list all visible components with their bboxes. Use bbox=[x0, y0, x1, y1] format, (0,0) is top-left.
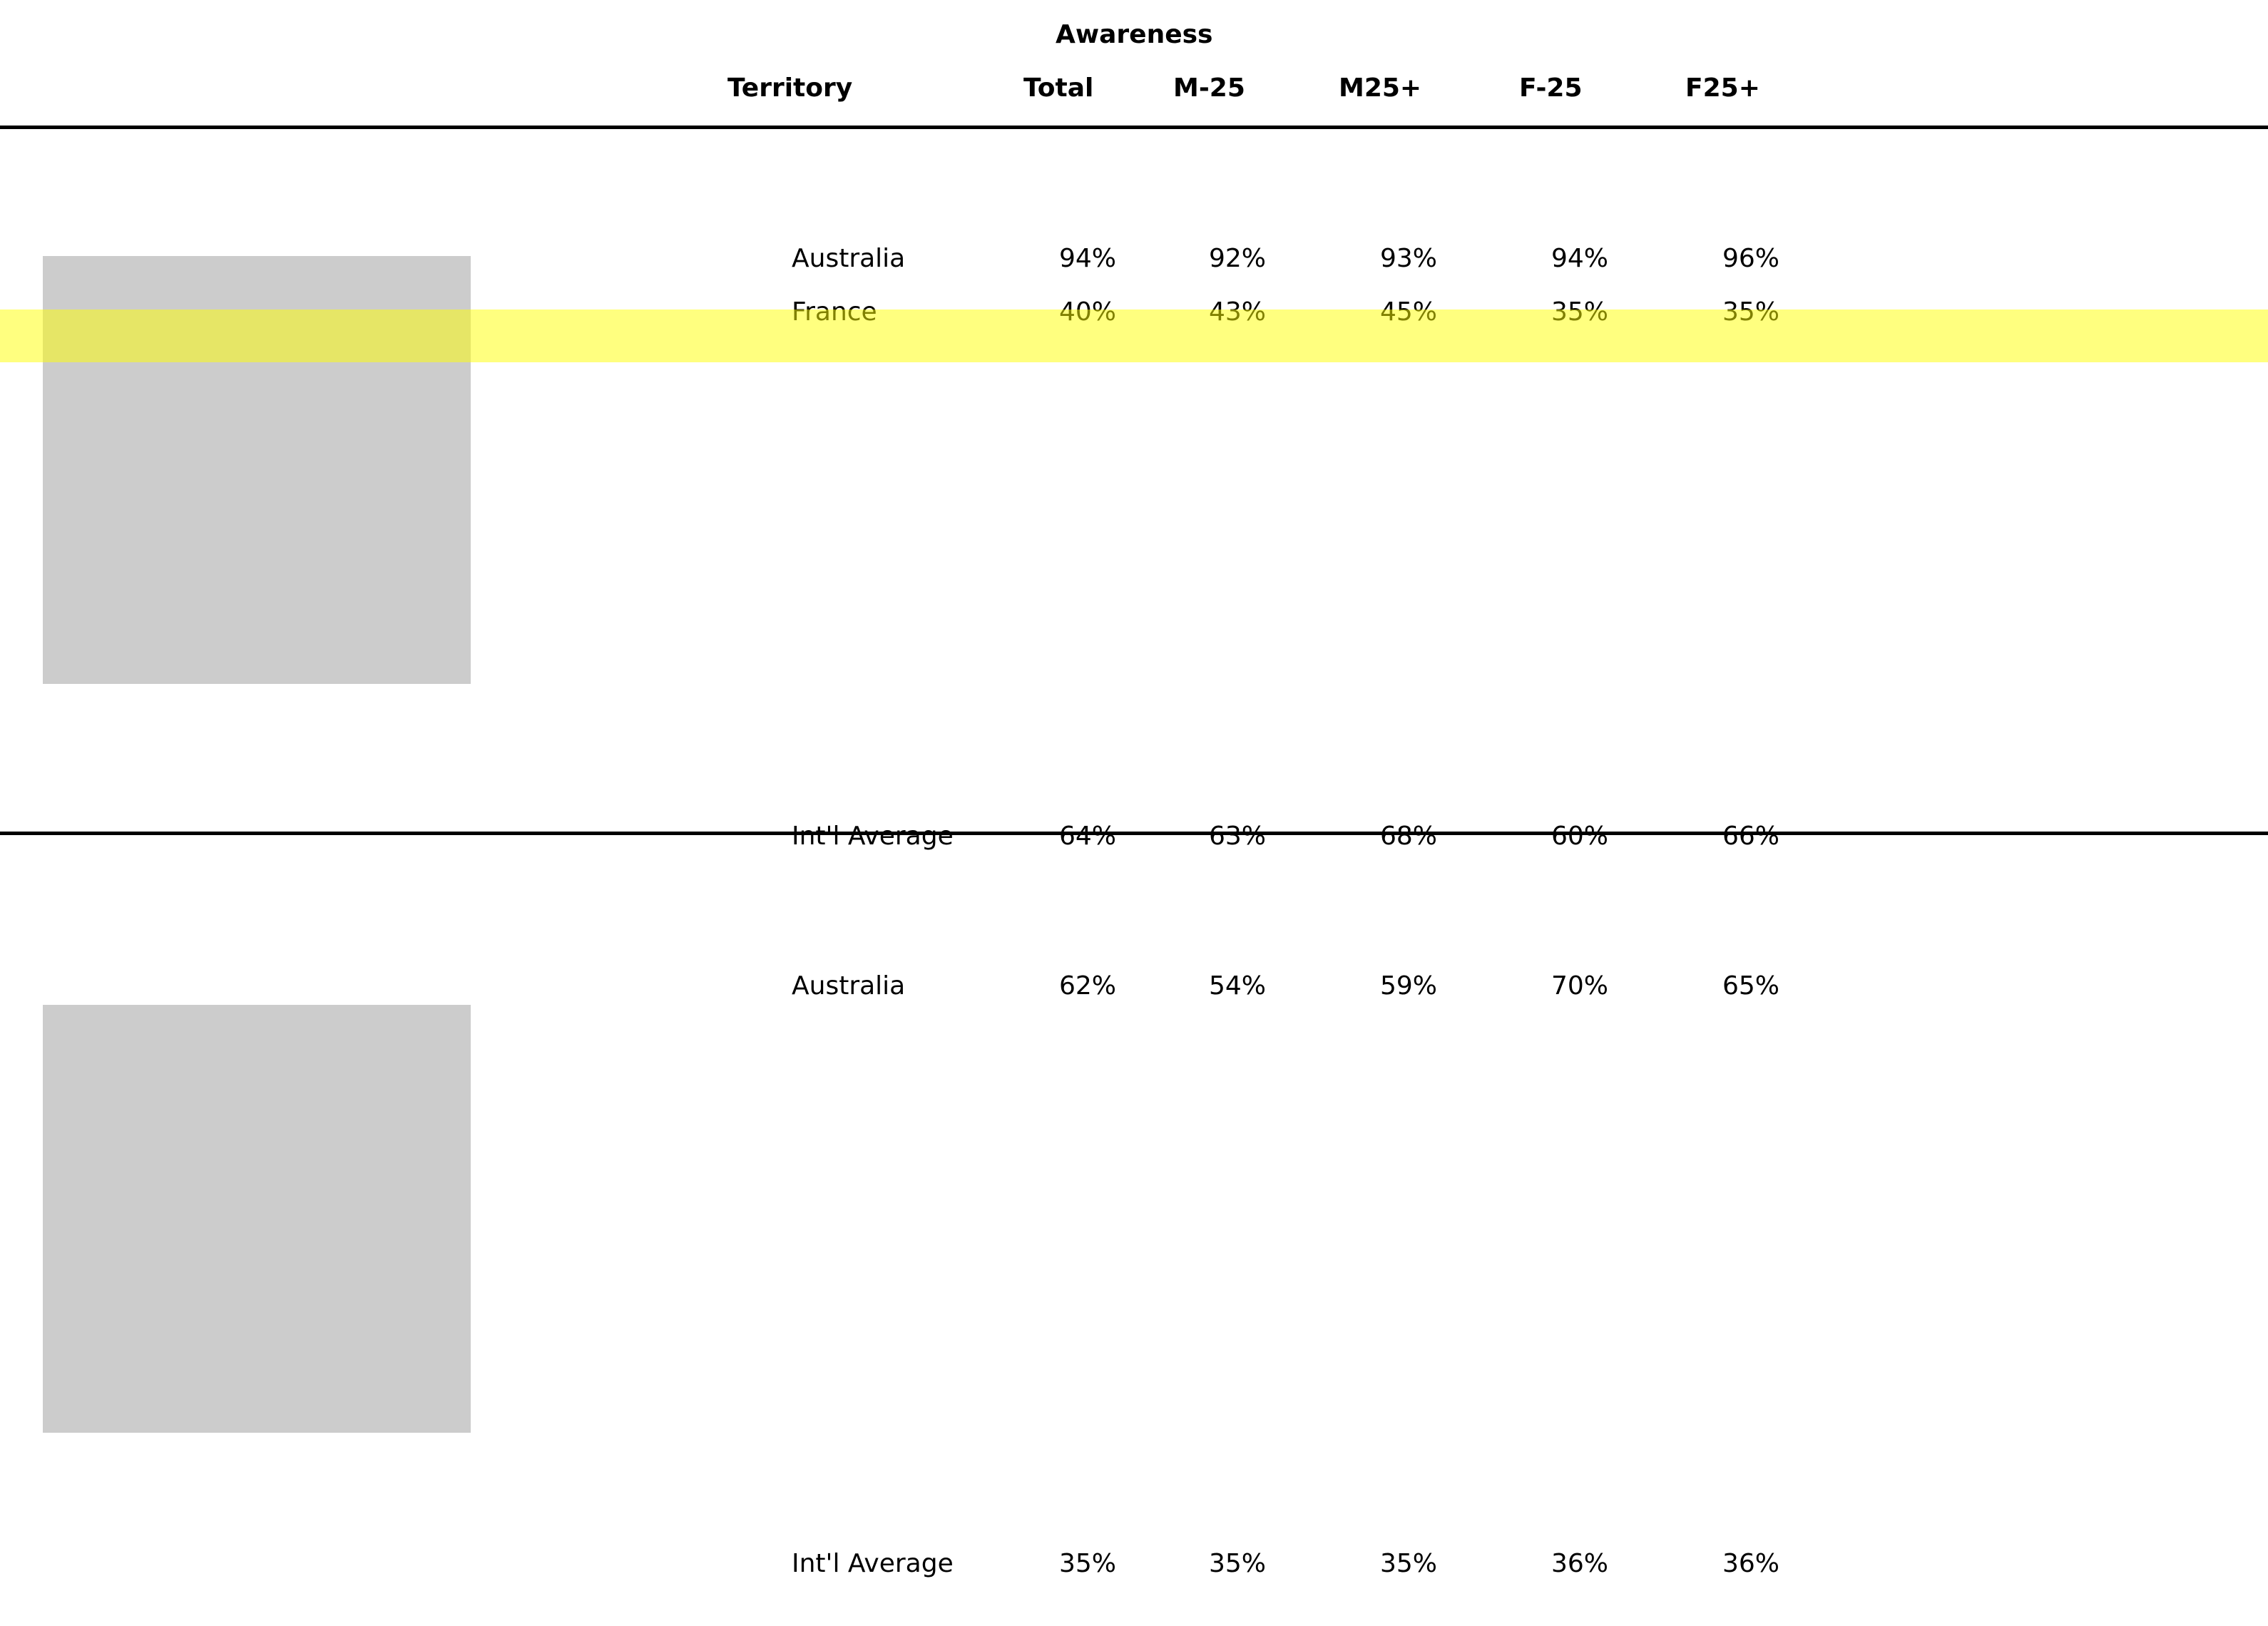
cell-total: 35% bbox=[1059, 1549, 1117, 1578]
column-header-m-under-25: M-25 bbox=[1173, 73, 1245, 103]
section-divider bbox=[0, 832, 2268, 835]
column-header-f-under-25: F-25 bbox=[1519, 73, 1583, 103]
cell-f-25-plus: 65% bbox=[1722, 971, 1780, 1001]
cell-total: 62% bbox=[1059, 971, 1117, 1001]
cell-m-under-25: 63% bbox=[1209, 822, 1267, 851]
cell-total: 94% bbox=[1059, 244, 1117, 273]
cell-territory: Australia bbox=[792, 971, 906, 1001]
column-header-total: Total bbox=[1023, 73, 1094, 103]
row-highlight bbox=[0, 310, 2268, 362]
average-row: Int'l Average 64% 63% 68% 60% 66% bbox=[0, 822, 2268, 856]
cell-m-25-plus: 93% bbox=[1380, 244, 1438, 273]
column-header-f-25-plus: F25+ bbox=[1685, 73, 1760, 103]
cell-f-under-25: 70% bbox=[1551, 971, 1609, 1001]
section-2-image-placeholder bbox=[43, 1005, 471, 1433]
cell-f-under-25: 94% bbox=[1551, 244, 1609, 273]
cell-f-25-plus: 36% bbox=[1722, 1549, 1780, 1578]
cell-f-25-plus: 66% bbox=[1722, 822, 1780, 851]
cell-f-25-plus: 96% bbox=[1722, 244, 1780, 273]
column-header-m-25-plus: M25+ bbox=[1339, 73, 1422, 103]
cell-m-25-plus: 59% bbox=[1380, 971, 1438, 1001]
cell-m-under-25: 92% bbox=[1209, 244, 1267, 273]
cell-total: 64% bbox=[1059, 822, 1117, 851]
cell-territory: Int'l Average bbox=[792, 1549, 954, 1578]
cell-f-under-25: 36% bbox=[1551, 1549, 1609, 1578]
table-title: Awareness bbox=[1056, 20, 1213, 49]
cell-m-25-plus: 35% bbox=[1380, 1549, 1438, 1578]
cell-m-under-25: 35% bbox=[1209, 1549, 1267, 1578]
cell-m-25-plus: 68% bbox=[1380, 822, 1438, 851]
cell-m-under-25: 54% bbox=[1209, 971, 1267, 1001]
average-row: Int'l Average 35% 35% 35% 36% 36% bbox=[0, 1549, 2268, 1583]
cell-f-under-25: 60% bbox=[1551, 822, 1609, 851]
table-row: Australia 62% 54% 59% 70% 65% bbox=[0, 971, 2268, 1006]
header-divider bbox=[0, 126, 2268, 129]
cell-territory: Australia bbox=[792, 244, 906, 273]
table-row: Australia 94% 92% 93% 94% 96% bbox=[0, 244, 2268, 278]
cell-territory: Int'l Average bbox=[792, 822, 954, 851]
column-header-territory: Territory bbox=[727, 73, 853, 103]
